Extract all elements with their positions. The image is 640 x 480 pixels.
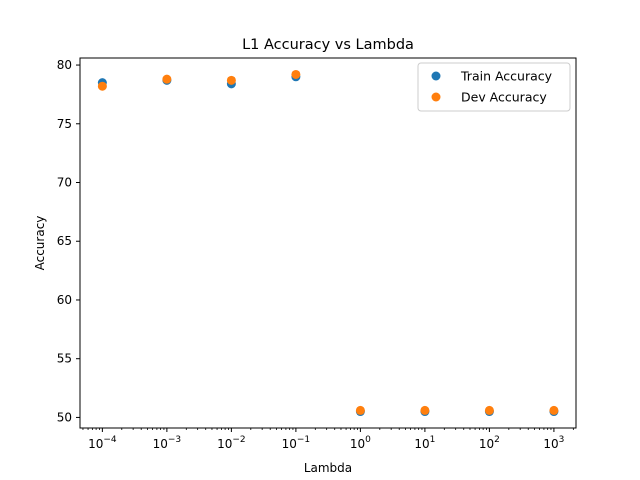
x-tick-label: 101: [414, 435, 435, 451]
x-axis: 10−4 10−3 10−2 10−1 100 101 102 103: [82, 428, 574, 451]
x-tick-label: 103: [543, 435, 564, 451]
y-tick-label: 75: [57, 117, 72, 131]
legend-marker: [431, 71, 441, 81]
x-tick-label: 10−3: [153, 435, 182, 451]
x-tick-label: 10−2: [217, 435, 246, 451]
data-points: [97, 69, 559, 417]
dev-accuracy-point: [226, 75, 236, 85]
y-tick-label: 80: [57, 58, 72, 72]
dev-accuracy-point: [291, 69, 301, 79]
x-tick-label: 10−4: [88, 435, 117, 451]
legend-label: Dev Accuracy: [461, 90, 547, 105]
y-tick-label: 65: [57, 234, 72, 248]
legend: Train Accuracy Dev Accuracy: [417, 62, 571, 112]
dev-accuracy-point: [420, 405, 430, 415]
plot-area: [79, 57, 577, 429]
y-tick-label: 70: [57, 176, 72, 190]
dev-accuracy-point: [162, 74, 172, 84]
y-axis: 50 55 60 65 70 75 80: [57, 58, 80, 424]
x-tick-label: 100: [350, 435, 371, 451]
x-tick-label: 102: [479, 435, 500, 451]
x-tick-label: 10−1: [282, 435, 311, 451]
legend-box: [417, 62, 571, 112]
chart-title: L1 Accuracy vs Lambda: [242, 37, 414, 53]
legend-label: Train Accuracy: [460, 69, 553, 84]
dev-accuracy-point: [97, 81, 107, 91]
y-tick-label: 55: [57, 352, 72, 366]
x-axis-label: Lambda: [304, 461, 352, 475]
dev-accuracy-point: [484, 405, 494, 415]
dev-accuracy-point: [355, 405, 365, 415]
y-tick-label: 50: [57, 410, 72, 424]
legend-marker: [431, 92, 441, 102]
dev-accuracy-point: [549, 405, 559, 415]
y-axis-label: Accuracy: [33, 216, 47, 271]
y-tick-label: 60: [57, 293, 72, 307]
